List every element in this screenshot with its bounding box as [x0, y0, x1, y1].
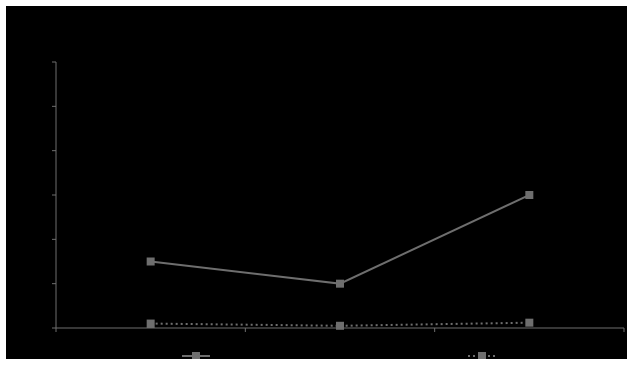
- legend-series-1-marker: [192, 352, 200, 359]
- chart-panel: [6, 6, 627, 359]
- series-1-point-2: [336, 279, 344, 288]
- series-2-line: [150, 321, 530, 327]
- legend-series-2-marker: [478, 352, 486, 359]
- line-chart: [52, 61, 625, 359]
- series-1-point-1: [146, 257, 155, 266]
- series-2-point-2: [336, 321, 344, 330]
- series-1-line: [150, 194, 530, 285]
- series-2-point-1: [146, 319, 155, 328]
- series-1-point-3: [525, 191, 534, 199]
- series-2-point-3: [525, 318, 534, 327]
